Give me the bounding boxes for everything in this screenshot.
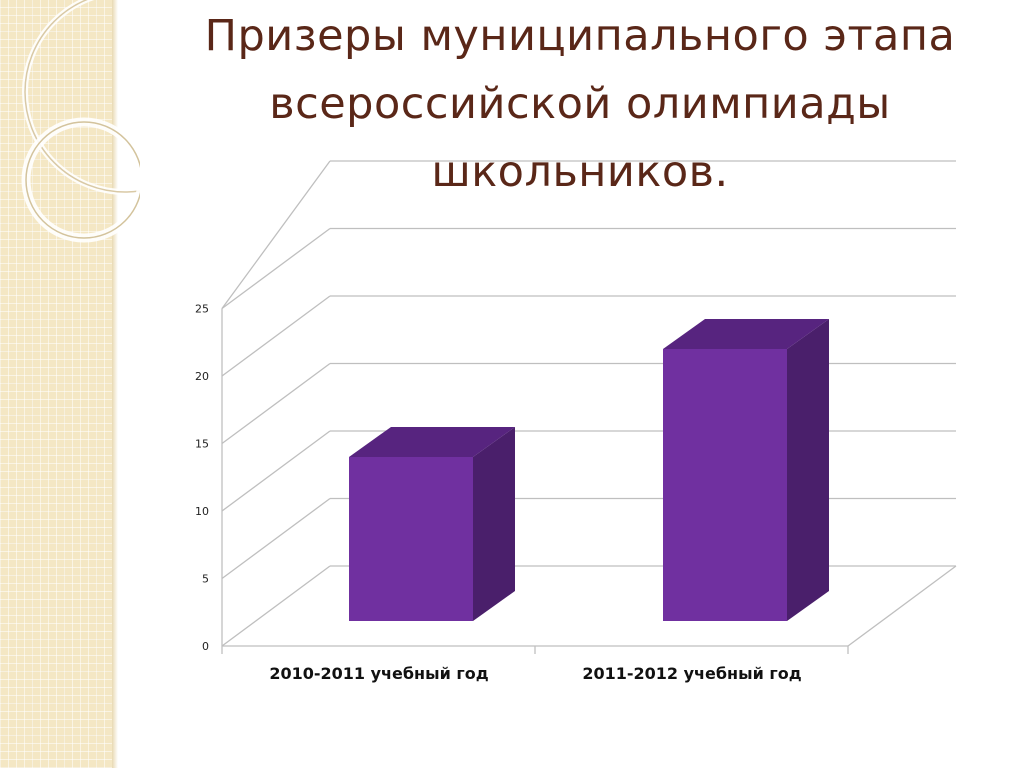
title-line-2: всероссийской олимпиады (269, 79, 891, 129)
bar-2-side (787, 319, 829, 621)
floor-right-edge (847, 565, 957, 647)
panel-edge (112, 0, 118, 768)
y-tick-label: 15 (195, 438, 209, 451)
bar-2 (663, 349, 787, 621)
x-tick-label-2: 2011-2012 учебный год (582, 664, 802, 683)
gridline-side (221, 497, 331, 580)
page-title: Призеры муниципального этапа всероссийск… (150, 2, 1010, 206)
y-tick-label: 25 (195, 303, 209, 316)
decorative-rings (21, 0, 140, 243)
gridline-side (221, 362, 331, 445)
bar-2-top (663, 319, 829, 349)
y-tick-label: 20 (195, 370, 209, 383)
bar-1-side (473, 427, 515, 621)
gridline-side-top (221, 160, 331, 309)
title-line-3: школьников. (431, 147, 729, 197)
gridline-side (221, 295, 331, 377)
x-tick-label-1: 2010-2011 учебный год (269, 664, 489, 683)
y-tick-label: 5 (202, 573, 209, 586)
gridline-side (221, 227, 331, 310)
y-tick-label: 10 (195, 505, 209, 518)
title-line-1: Призеры муниципального этапа (204, 11, 956, 61)
decorative-ring-large-shade (24, 0, 140, 193)
y-tick-label: 0 (202, 640, 209, 653)
decorative-ring-small-shade (25, 121, 140, 239)
gridline-side (221, 565, 331, 647)
bar-1 (349, 457, 473, 621)
gridline-side (221, 430, 331, 512)
bar-1-top (349, 427, 515, 457)
